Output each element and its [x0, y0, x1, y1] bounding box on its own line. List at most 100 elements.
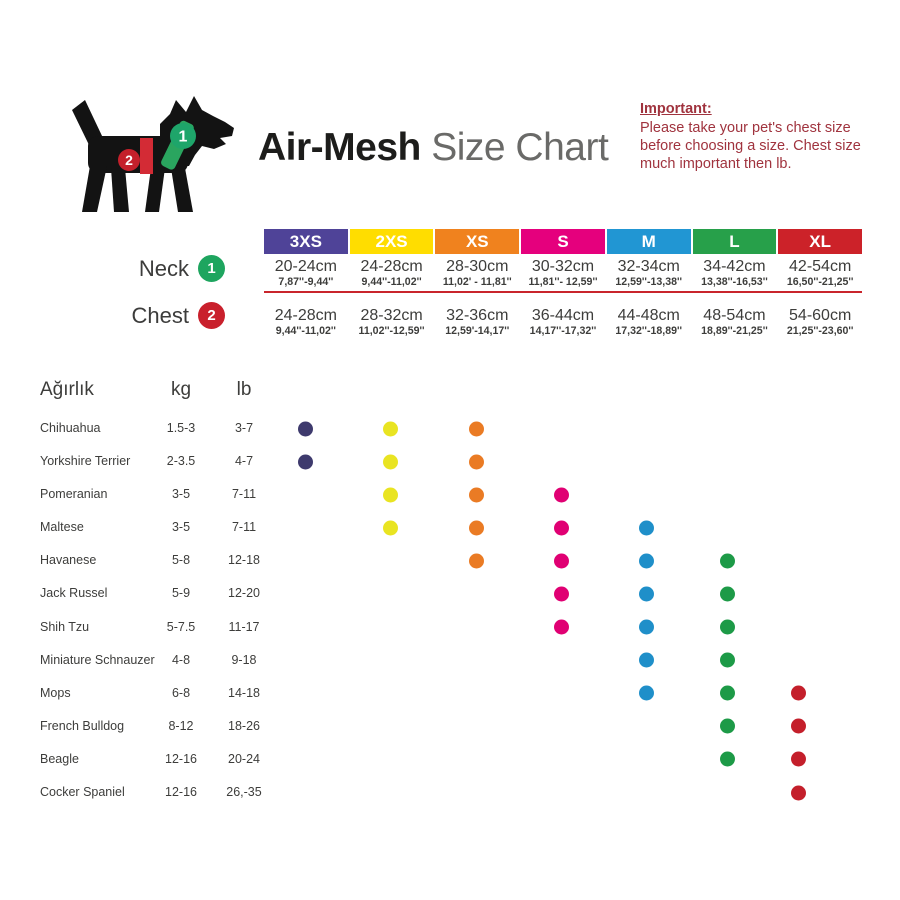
- lb-value: 11-17: [228, 619, 260, 634]
- fit-dot-L: [720, 619, 735, 635]
- chest-badge-icon: 2: [198, 302, 225, 329]
- page-title-brand: Air-Mesh: [258, 126, 421, 169]
- fit-dot-3XS: [298, 454, 313, 470]
- chest-inches: 12,59'-14,17'': [445, 325, 510, 337]
- kg-value: 5-9: [171, 586, 191, 601]
- fit-dot-L: [720, 586, 735, 602]
- fit-dot-XL: [791, 718, 806, 734]
- dog-chest-badge-number: 2: [125, 152, 133, 168]
- neck-inches: 16,50''-21,25'': [786, 276, 854, 288]
- neck-inches: 11,81''- 12,59'': [528, 276, 598, 288]
- table-row: Havanese 5-8 12-18: [0, 544, 900, 577]
- breed-name: Havanese: [40, 553, 97, 568]
- chest-cm: 32-36cm: [446, 307, 509, 324]
- breed-name: French Bulldog: [40, 718, 125, 733]
- kg-value: 3-5: [171, 520, 191, 535]
- kg-value: 5-8: [171, 553, 191, 568]
- lb-value: 12-18: [228, 553, 260, 568]
- chest-inches: 21,25''-23,60'': [786, 325, 854, 337]
- dog-chest-badge-icon: [118, 149, 140, 171]
- chest-cm: 28-32cm: [360, 307, 423, 324]
- chest-inches: 11,02''-12,59'': [358, 325, 425, 337]
- chest-band: [140, 138, 153, 174]
- breed-name: Shih Tzu: [40, 619, 90, 634]
- size-column-2XS: 2XS 24-28cm 9,44''-11,02'' 28-32cm 11,02''-1…: [349, 229, 434, 338]
- fit-dot-2XS: [383, 421, 398, 437]
- chest-cm: 48-54cm: [703, 307, 766, 324]
- fit-dot-S: [554, 520, 569, 536]
- table-row: French Bulldog 8-12 18-26: [0, 710, 900, 743]
- fit-dot-2XS: [383, 454, 398, 470]
- size-band-S: S: [521, 229, 605, 254]
- size-band-XS: XS: [435, 229, 520, 254]
- neck-cm: 24-28cm: [360, 258, 423, 275]
- neck-row-label: Neck 1: [60, 255, 225, 282]
- neck-chest-divider: [264, 291, 862, 293]
- neck-inches: 11,02' - 11,81'': [442, 276, 512, 288]
- lb-value: 3-7: [234, 421, 254, 435]
- breed-name: Maltese: [40, 520, 84, 535]
- lb-value: 20-24: [228, 751, 260, 766]
- kg-value: 1.5-3: [166, 421, 196, 435]
- size-band-2XS: 2XS: [349, 229, 434, 254]
- fit-dot-XS: [469, 454, 484, 470]
- size-band-XL: XL: [778, 229, 862, 254]
- lb-value: 26,-35: [226, 785, 262, 800]
- chest-inches: 14,17''-17,32'': [529, 325, 597, 337]
- fit-dot-S: [554, 487, 569, 503]
- table-row: Miniature Schnauzer 4-8 9-18: [0, 644, 900, 677]
- dog-neck-badge-number: 1: [179, 129, 188, 146]
- lb-header: lb: [236, 379, 252, 400]
- table-row: Pomeranian 3-5 7-11: [0, 478, 900, 511]
- lb-value: 9-18: [231, 652, 257, 667]
- breed-name: Jack Russel: [40, 586, 108, 601]
- breed-name: Mops: [40, 685, 71, 700]
- kg-header: kg: [170, 379, 192, 400]
- breed-name: Chihuahua: [40, 421, 101, 435]
- kg-value: 6-8: [171, 685, 191, 700]
- fit-dot-2XS: [383, 487, 398, 503]
- weight-header: Ağırlık: [40, 379, 94, 400]
- kg-value: 12-16: [165, 751, 197, 766]
- dog-neck-badge-icon: [170, 123, 196, 149]
- table-row: Cocker Spaniel 12-16 26,-35: [0, 776, 900, 809]
- neck-cm: 30-32cm: [531, 258, 595, 275]
- lb-value: 4-7: [234, 454, 254, 469]
- fit-dot-2XS: [383, 520, 398, 536]
- fit-dot-M: [639, 553, 654, 569]
- page-title: Air-Mesh Size Chart: [258, 126, 609, 170]
- size-column-S: S 30-32cm 11,81''- 12,59'' 36-44cm 14,17''-1…: [521, 229, 605, 338]
- important-note: Important: Please take your pet's chest …: [640, 101, 882, 174]
- fit-dot-XL: [791, 751, 806, 767]
- chest-label-text: Chest: [131, 302, 189, 328]
- neck-cm: 28-30cm: [446, 258, 509, 275]
- kg-value: 3-5: [171, 487, 191, 502]
- chest-cm: 54-60cm: [789, 307, 852, 324]
- neck-inches: 7,87''-9,44'': [278, 276, 334, 288]
- fit-dot-M: [639, 619, 654, 635]
- kg-value: 12-16: [165, 785, 197, 800]
- fit-dot-L: [720, 751, 735, 767]
- fit-dot-L: [720, 685, 735, 701]
- size-column-L: L 34-42cm 13,38''-16,53'' 48-54cm 18,89''-21…: [692, 229, 777, 338]
- neck-label-text: Neck: [138, 255, 189, 281]
- lb-value: 18-26: [228, 718, 260, 733]
- lb-value: 7-11: [231, 487, 257, 502]
- lb-value: 7-11: [231, 520, 257, 535]
- fit-dot-M: [639, 685, 654, 701]
- chest-cm: 36-44cm: [531, 307, 595, 324]
- kg-value: 4-8: [171, 652, 191, 667]
- fit-dot-S: [554, 586, 569, 602]
- table-row: Yorkshire Terrier 2-3.5 4-7: [0, 445, 900, 478]
- size-column-M: M 32-34cm 12,59''-13,38'' 44-48cm 17,32''-18…: [606, 229, 691, 338]
- kg-value: 8-12: [168, 718, 194, 733]
- chest-row-label: Chest 2: [60, 302, 225, 329]
- fit-dot-L: [720, 652, 735, 668]
- fit-dot-XS: [469, 553, 484, 569]
- size-table: 3XS 20-24cm 7,87''-9,44'' 24-28cm 9,44''-11,…: [264, 229, 862, 338]
- size-band-M: M: [606, 229, 691, 254]
- neck-badge-icon: 1: [198, 255, 225, 282]
- table-row: Maltese 3-5 7-11: [0, 511, 900, 544]
- breed-name: Cocker Spaniel: [40, 785, 125, 800]
- lb-value: 12-20: [228, 586, 260, 601]
